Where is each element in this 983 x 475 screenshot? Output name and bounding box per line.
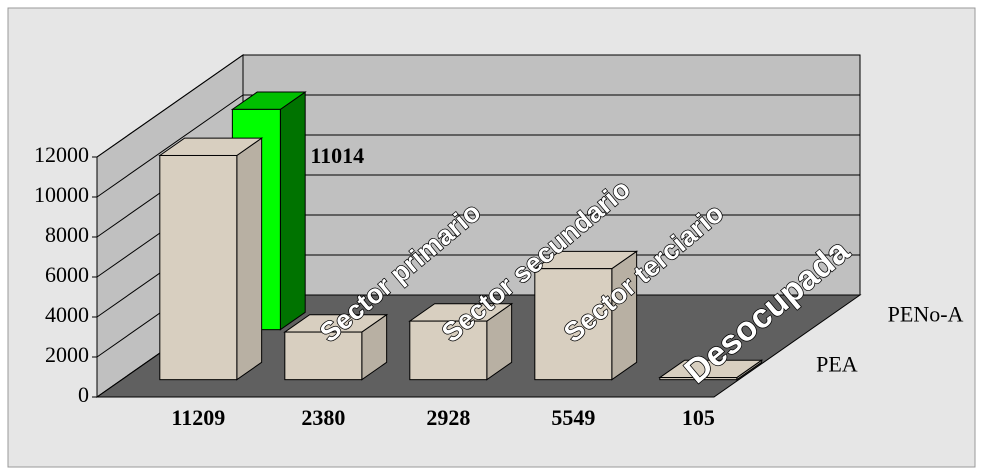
series-label: PENo-A	[888, 302, 964, 327]
bar	[159, 154, 238, 381]
value-label: 105	[682, 405, 715, 430]
y-tick-label: 0	[78, 382, 89, 407]
value-label: 2928	[426, 405, 470, 430]
bar	[659, 377, 738, 381]
y-tick-label: 2000	[45, 342, 89, 367]
grid-line	[96, 54, 244, 158]
bar	[409, 320, 488, 381]
y-tick-label: 8000	[45, 222, 89, 247]
y-tick-label: 4000	[45, 302, 89, 327]
value-label: 11209	[171, 405, 225, 430]
grid-line	[96, 94, 244, 198]
bar-side	[236, 137, 263, 381]
y-tick-label: 12000	[34, 142, 89, 167]
bar-side	[279, 91, 306, 331]
y-tick-label: 10000	[34, 182, 89, 207]
y-tick-label: 6000	[45, 262, 89, 287]
series-label: PEA	[816, 352, 858, 377]
bar	[284, 331, 363, 381]
value-label: 5549	[551, 405, 595, 430]
value-label: 2380	[301, 405, 345, 430]
bar	[534, 268, 613, 381]
value-label: 11014	[310, 143, 364, 168]
